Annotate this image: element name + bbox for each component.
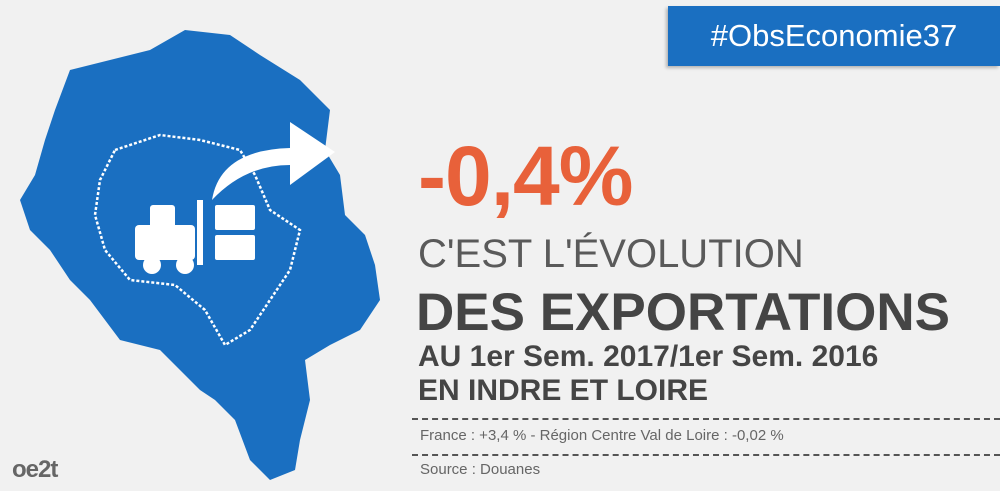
forklift-icon — [135, 200, 255, 274]
headline-line: AU 1er Sem. 2017/1er Sem. 2016 — [418, 340, 879, 373]
source: Source : Douanes — [420, 461, 541, 478]
separator — [412, 454, 1000, 456]
logo: oe2t — [12, 456, 58, 483]
export-arrow — [212, 122, 335, 200]
headline-figure: -0,4% — [418, 129, 633, 223]
headline-line: DES EXPORTATIONS — [416, 283, 950, 342]
separator — [412, 418, 1000, 420]
comparison-note: France : +3,4 % - Région Centre Val de L… — [420, 427, 784, 444]
hashtag[interactable]: #ObsEconomie37 — [668, 6, 1000, 66]
headline-line: EN INDRE ET LOIRE — [418, 374, 709, 407]
region-outline — [93, 133, 302, 347]
headline-line: C'EST L'ÉVOLUTION — [418, 232, 804, 276]
map-illustration — [20, 30, 380, 480]
